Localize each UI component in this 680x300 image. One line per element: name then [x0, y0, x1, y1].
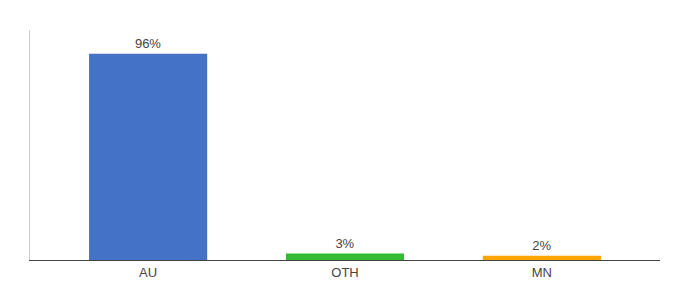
svg-text:2%: 2% — [532, 238, 551, 253]
svg-text:AU: AU — [139, 265, 157, 280]
svg-text:3%: 3% — [335, 236, 354, 251]
svg-text:96%: 96% — [135, 36, 161, 51]
svg-text:OTH: OTH — [331, 265, 358, 280]
svg-text:MN: MN — [532, 265, 552, 280]
